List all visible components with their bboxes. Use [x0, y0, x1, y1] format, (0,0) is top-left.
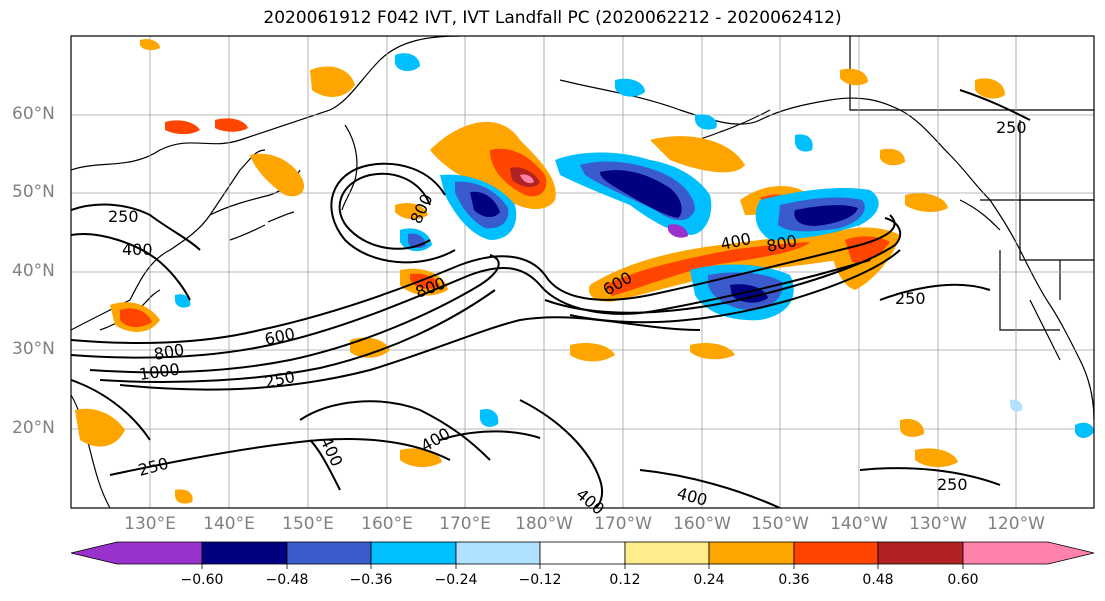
lon-label: 150°E: [282, 514, 334, 534]
lon-label: 180°W: [515, 514, 573, 534]
colorbar: [70, 541, 1095, 569]
colorbar-segment: [624, 541, 710, 565]
colorbar-segment: [370, 541, 457, 565]
colorbar-segment: [455, 541, 541, 565]
lat-label: 60°N: [12, 104, 55, 124]
ivt-contours: [71, 89, 1031, 508]
lon-label: 130°W: [909, 514, 967, 534]
contour-label-250: 250: [937, 475, 968, 494]
lat-label: 50°N: [12, 182, 55, 202]
colorbar-tick-label: −0.60: [180, 572, 224, 588]
colorbar-segment: [201, 541, 288, 565]
lat-label: 40°N: [12, 261, 55, 281]
lon-label: 170°E: [439, 514, 491, 534]
colorbar-tick-label: 0.24: [693, 572, 725, 588]
contour-label-400: 400: [675, 484, 709, 510]
lon-label: 130°E: [124, 514, 176, 534]
lon-label: 120°W: [987, 514, 1045, 534]
contour-label-800: 800: [406, 191, 436, 227]
colorbar-segment: [708, 541, 795, 565]
colorbar-tick-label: 0.48: [862, 572, 894, 588]
colorbar-segment: [877, 541, 964, 565]
lon-label: 170°W: [594, 514, 652, 534]
colorbar-tick-label: −0.48: [265, 572, 309, 588]
contour-label-250: 250: [263, 367, 297, 392]
colorbar-segment: [286, 541, 372, 565]
contour-label-400: 400: [122, 240, 153, 259]
chart-title: 2020061912 F042 IVT, IVT Landfall PC (20…: [263, 8, 842, 28]
colorbar-tick-label: 0.36: [778, 572, 810, 588]
colorbar-segment: [539, 541, 626, 565]
contour-label-250: 250: [108, 207, 139, 226]
colorbar-ticks: [201, 564, 964, 569]
contour-label-1000: 1000: [138, 359, 181, 383]
lon-label: 140°E: [203, 514, 255, 534]
colorbar-segment: [962, 541, 1095, 565]
ivt-shading: [75, 39, 1094, 504]
colorbar-segment: [70, 541, 203, 565]
contour-label-250: 250: [996, 118, 1027, 137]
colorbar-tick-label: 0.60: [947, 572, 979, 588]
lon-label: 150°W: [751, 514, 809, 534]
lon-label: 160°W: [673, 514, 731, 534]
colorbar-segment: [793, 541, 879, 565]
colorbar-tick-label: 0.12: [609, 572, 641, 588]
lat-label: 30°N: [12, 339, 55, 359]
graticule: [71, 36, 1094, 508]
lon-label: 160°E: [361, 514, 413, 534]
colorbar-tick-label: −0.12: [518, 572, 562, 588]
colorbar-tick-label: −0.24: [434, 572, 478, 588]
coastlines: [71, 36, 1094, 508]
colorbar-tick-label: −0.36: [349, 572, 393, 588]
contour-label-250: 250: [136, 454, 170, 480]
lon-label: 140°W: [830, 514, 888, 534]
lat-label: 20°N: [12, 418, 55, 438]
map-frame: [70, 35, 1095, 509]
contour-label-250: 250: [895, 289, 926, 308]
